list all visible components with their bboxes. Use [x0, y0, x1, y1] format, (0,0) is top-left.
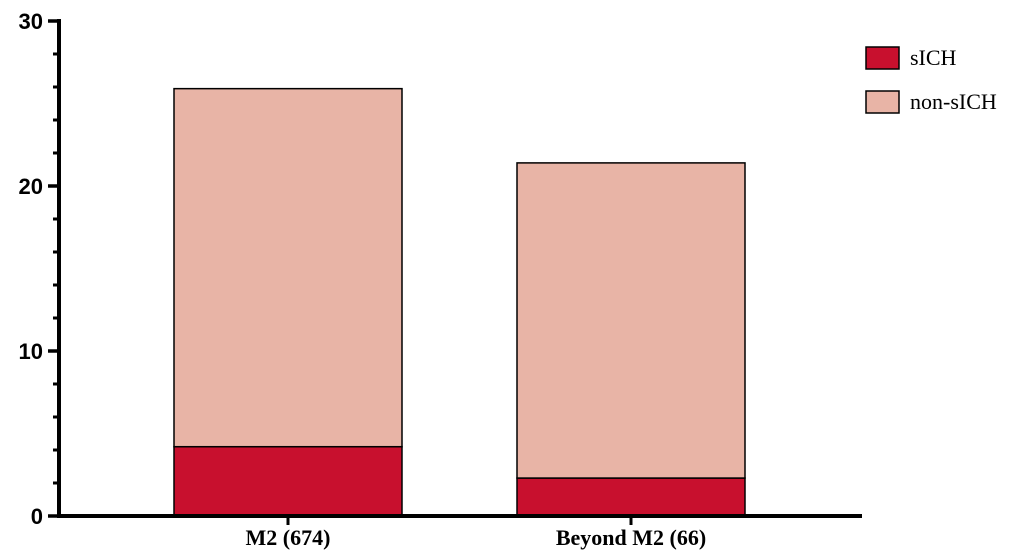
- bar-non-sich-2: [516, 162, 746, 479]
- x-category-label: Beyond M2 (66): [556, 525, 706, 550]
- legend-label-non-sich: non-sICH: [910, 89, 997, 114]
- y-tick-label: 0: [31, 504, 43, 529]
- legend-label-sich: sICH: [910, 45, 957, 70]
- bars-group: [173, 87, 746, 517]
- y-tick-label: 30: [19, 9, 43, 34]
- y-axis: 0 10 20 30: [19, 9, 61, 529]
- y-tick-label: 20: [19, 174, 43, 199]
- bar-sich-1: [173, 445, 403, 517]
- bar-non-sich-1: [173, 87, 403, 448]
- x-category-label: M2 (674): [246, 525, 331, 550]
- bar-sich-2: [516, 477, 746, 517]
- y-tick-label: 10: [19, 339, 43, 364]
- legend-swatch-non-sich: [865, 90, 900, 114]
- legend-swatch-sich: [865, 46, 900, 70]
- x-axis: M2 (674) Beyond M2 (66): [57, 514, 862, 550]
- legend: sICH non-sICH: [865, 45, 997, 114]
